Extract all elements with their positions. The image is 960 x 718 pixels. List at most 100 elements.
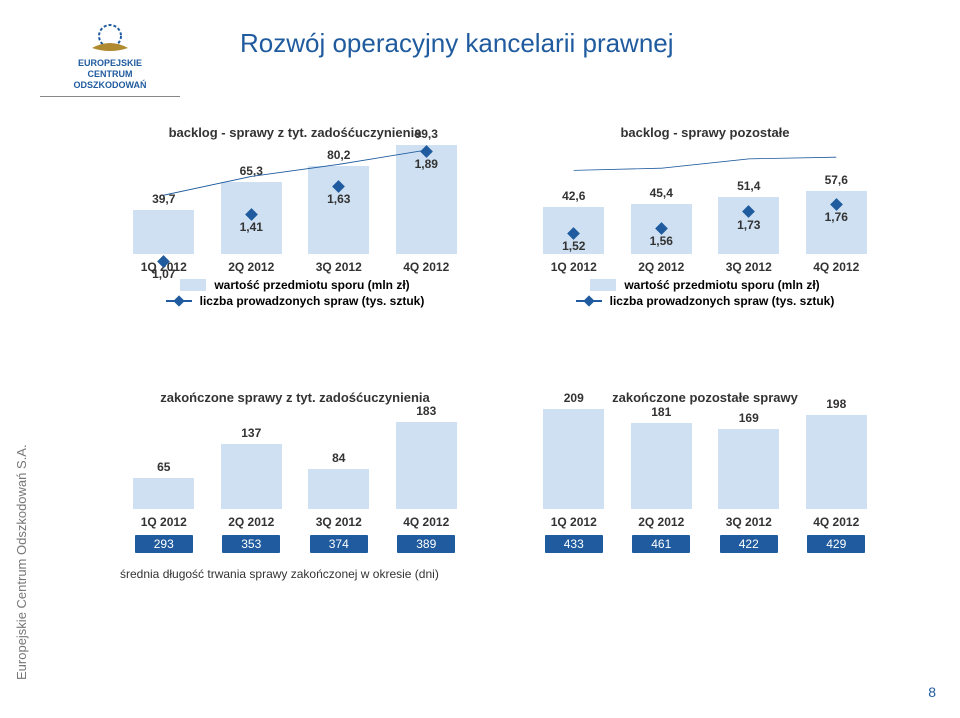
bar-slot: 65,31,41 — [208, 182, 296, 254]
chart-backlog-pozostale: backlog - sprawy pozostałe 42,61,5245,41… — [530, 125, 880, 308]
bar-slot: 51,41,73 — [705, 197, 793, 254]
legend-line-label: liczba prowadzonych spraw (tys. sztuk) — [610, 294, 835, 308]
bars-area: 42,61,5245,41,5651,41,7357,61,76 — [530, 144, 880, 254]
bar-value-label: 39,7 — [133, 192, 194, 206]
axis-label: 3Q 2012 — [295, 515, 383, 529]
axis-label: 4Q 2012 — [383, 515, 471, 529]
line-value-label: 1,63 — [315, 192, 363, 206]
bar: 169 — [718, 429, 779, 509]
duration-pill: 429 — [807, 535, 865, 553]
axis-label: 2Q 2012 — [208, 515, 296, 529]
bar: 181 — [631, 423, 692, 509]
bar-value-label: 80,2 — [308, 148, 369, 162]
line-value-label: 1,89 — [402, 157, 450, 171]
legend: wartość przedmiotu sporu (mln zł) liczba… — [120, 278, 470, 308]
axis-label: 3Q 2012 — [295, 260, 383, 274]
chart-zakonczone-pozostale: zakończone pozostałe sprawy 209181169198… — [530, 390, 880, 553]
duration-pill: 293 — [135, 535, 193, 553]
bar-slot: 169 — [705, 429, 793, 509]
bar-slot: 45,41,56 — [618, 204, 706, 254]
bar-slot: 84 — [295, 469, 383, 509]
bar-slot: 137 — [208, 444, 296, 509]
line-value-label: 1,56 — [637, 234, 685, 248]
bar-slot: 57,61,76 — [793, 191, 881, 254]
line-value-label: 1,76 — [812, 210, 860, 224]
bar: 183 — [396, 422, 457, 509]
logo-text-3: ODSZKODOWAŃ — [40, 80, 180, 91]
bar-slot: 80,21,63 — [295, 166, 383, 254]
duration-pill: 422 — [720, 535, 778, 553]
line-value-label: 1,52 — [550, 239, 598, 253]
duration-pill: 389 — [397, 535, 455, 553]
axis-label: 1Q 2012 — [530, 515, 618, 529]
bar-slot: 42,61,52 — [530, 207, 618, 254]
bar-value-label: 183 — [396, 404, 457, 418]
axis-label: 1Q 2012 — [530, 260, 618, 274]
chart-backlog-zadoscuczynienia: backlog - sprawy z tyt. zadośćuczynienia… — [120, 125, 470, 308]
chart-title: zakończone sprawy z tyt. zadośćuczynieni… — [120, 390, 470, 405]
bar: 137 — [221, 444, 282, 509]
bar-value-label: 84 — [308, 451, 369, 465]
line-value-label: 1,73 — [725, 218, 773, 232]
duration-pill: 374 — [310, 535, 368, 553]
bars-area: 65 137 84 183 — [120, 409, 470, 509]
footer-note: średnia długość trwania sprawy zakończon… — [120, 567, 470, 581]
logo-mark — [40, 20, 180, 56]
pill-row: 293 353 374 389 — [120, 535, 470, 553]
bar-slot: 183 — [383, 422, 471, 509]
bars-area: 209 181 169 198 — [530, 409, 880, 509]
bar-slot: 181 — [618, 423, 706, 509]
line-value-label: 1,07 — [140, 267, 188, 281]
legend-bar-label: wartość przedmiotu sporu (mln zł) — [214, 278, 409, 292]
chart-zakonczone-zadoscuczynienia: zakończone sprawy z tyt. zadośćuczynieni… — [120, 390, 470, 581]
axis-row: 1Q 20122Q 20123Q 20124Q 2012 — [530, 515, 880, 529]
legend: wartość przedmiotu sporu (mln zł) liczba… — [530, 278, 880, 308]
logo: EUROPEJSKIE CENTRUM ODSZKODOWAŃ — [40, 20, 180, 97]
axis-label: 3Q 2012 — [705, 260, 793, 274]
legend-line-swatch — [576, 300, 602, 302]
logo-underline — [40, 96, 180, 97]
bar-value-label: 181 — [631, 405, 692, 419]
sidebar-company-label: Europejskie Centrum Odszkodowań S.A. — [14, 444, 29, 680]
axis-label: 4Q 2012 — [793, 260, 881, 274]
line-value-label: 1,41 — [227, 220, 275, 234]
chart-title: backlog - sprawy pozostałe — [530, 125, 880, 140]
axis-label: 4Q 2012 — [793, 515, 881, 529]
axis-label: 2Q 2012 — [208, 260, 296, 274]
bar: 209 — [543, 409, 604, 509]
bar-value-label: 51,4 — [718, 179, 779, 193]
logo-text-1: EUROPEJSKIE — [40, 58, 180, 69]
legend-line-label: liczba prowadzonych spraw (tys. sztuk) — [200, 294, 425, 308]
legend-bar-label: wartość przedmiotu sporu (mln zł) — [624, 278, 819, 292]
bar: 198 — [806, 415, 867, 509]
bar-value-label: 65,3 — [221, 164, 282, 178]
bar-value-label: 99,3 — [396, 127, 457, 141]
legend-line-swatch — [166, 300, 192, 302]
axis-label: 4Q 2012 — [383, 260, 471, 274]
bar-value-label: 169 — [718, 411, 779, 425]
duration-pill: 353 — [222, 535, 280, 553]
axis-label: 2Q 2012 — [618, 260, 706, 274]
bar: 84 — [308, 469, 369, 509]
duration-pill: 433 — [545, 535, 603, 553]
axis-label: 3Q 2012 — [705, 515, 793, 529]
bar: 65 — [133, 478, 194, 509]
axis-label: 2Q 2012 — [618, 515, 706, 529]
bar-value-label: 42,6 — [543, 189, 604, 203]
bar-value-label: 137 — [221, 426, 282, 440]
pill-row: 433461422429 — [530, 535, 880, 553]
bar-value-label: 65 — [133, 460, 194, 474]
page-number: 8 — [928, 684, 936, 700]
axis-label: 1Q 2012 — [120, 515, 208, 529]
bar-slot: 99,31,89 — [383, 145, 471, 254]
bar-slot: 209 — [530, 409, 618, 509]
logo-text-2: CENTRUM — [40, 69, 180, 80]
bar-slot: 39,71,07 — [120, 210, 208, 254]
axis-row: 1Q 20122Q 20123Q 20124Q 2012 — [530, 260, 880, 274]
legend-bar-swatch — [590, 279, 616, 291]
bar-value-label: 198 — [806, 397, 867, 411]
bar-slot: 65 — [120, 478, 208, 509]
bar: 80,2 — [308, 166, 369, 254]
bar-value-label: 209 — [543, 391, 604, 405]
bar: 39,7 — [133, 210, 194, 254]
